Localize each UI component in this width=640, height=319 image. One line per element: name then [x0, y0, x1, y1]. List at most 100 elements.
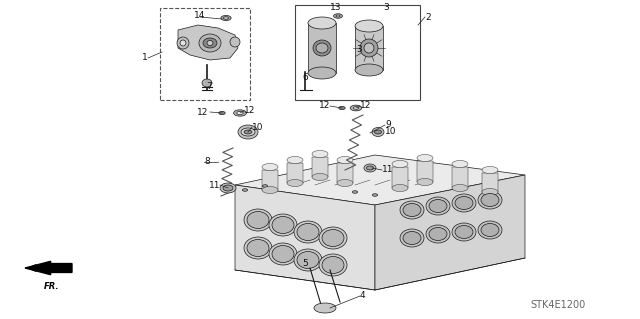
Circle shape: [336, 15, 340, 17]
Circle shape: [339, 107, 345, 110]
Polygon shape: [355, 26, 383, 70]
Text: 9: 9: [385, 121, 391, 130]
Polygon shape: [452, 167, 468, 188]
Circle shape: [353, 107, 358, 109]
Ellipse shape: [199, 34, 221, 52]
Ellipse shape: [355, 20, 383, 32]
Circle shape: [243, 189, 248, 191]
Ellipse shape: [455, 226, 473, 239]
Text: 14: 14: [194, 11, 205, 19]
Ellipse shape: [452, 184, 468, 191]
Ellipse shape: [364, 164, 376, 172]
Text: 6: 6: [302, 73, 308, 83]
Ellipse shape: [478, 191, 502, 209]
Ellipse shape: [355, 64, 383, 76]
Polygon shape: [392, 167, 408, 188]
Ellipse shape: [392, 184, 408, 191]
Circle shape: [350, 105, 362, 111]
Text: 3: 3: [383, 4, 388, 12]
Bar: [295, 5, 420, 100]
Polygon shape: [417, 161, 433, 182]
Ellipse shape: [262, 164, 278, 170]
Ellipse shape: [287, 157, 303, 164]
Circle shape: [237, 111, 243, 115]
Ellipse shape: [244, 130, 252, 134]
Polygon shape: [178, 25, 238, 60]
Ellipse shape: [374, 130, 381, 134]
Text: FR.: FR.: [44, 282, 60, 291]
Text: 11: 11: [382, 166, 394, 174]
Ellipse shape: [203, 38, 217, 48]
Ellipse shape: [262, 187, 278, 194]
Polygon shape: [337, 163, 353, 183]
Ellipse shape: [244, 237, 272, 259]
Polygon shape: [235, 155, 525, 205]
Ellipse shape: [319, 254, 347, 276]
Ellipse shape: [417, 179, 433, 186]
Ellipse shape: [452, 194, 476, 212]
Ellipse shape: [481, 194, 499, 206]
Ellipse shape: [294, 249, 322, 271]
Ellipse shape: [360, 39, 378, 57]
Ellipse shape: [482, 189, 498, 196]
Ellipse shape: [247, 211, 269, 228]
Ellipse shape: [297, 251, 319, 269]
Text: 10: 10: [385, 128, 397, 137]
Ellipse shape: [297, 224, 319, 241]
Ellipse shape: [244, 209, 272, 231]
Ellipse shape: [426, 225, 450, 243]
Ellipse shape: [308, 17, 336, 29]
Text: 1: 1: [142, 54, 148, 63]
Ellipse shape: [269, 214, 297, 236]
Ellipse shape: [308, 67, 336, 79]
Ellipse shape: [294, 221, 322, 243]
Ellipse shape: [319, 227, 347, 249]
Ellipse shape: [272, 217, 294, 234]
Ellipse shape: [241, 128, 255, 136]
Ellipse shape: [372, 128, 384, 137]
Ellipse shape: [367, 166, 374, 170]
Text: 12: 12: [196, 108, 208, 116]
Ellipse shape: [403, 232, 421, 244]
Ellipse shape: [400, 201, 424, 219]
Polygon shape: [482, 173, 498, 192]
Text: 2: 2: [425, 12, 431, 21]
Circle shape: [262, 185, 268, 187]
Polygon shape: [312, 157, 328, 177]
Circle shape: [223, 17, 228, 19]
Ellipse shape: [452, 160, 468, 167]
Ellipse shape: [337, 180, 353, 187]
Polygon shape: [262, 170, 278, 190]
Circle shape: [372, 194, 378, 196]
Text: 8: 8: [204, 158, 210, 167]
Text: 12: 12: [360, 101, 371, 110]
Ellipse shape: [417, 154, 433, 161]
Ellipse shape: [312, 151, 328, 158]
Ellipse shape: [426, 197, 450, 215]
Ellipse shape: [322, 229, 344, 247]
Circle shape: [219, 111, 225, 115]
Ellipse shape: [314, 303, 336, 313]
Text: 3: 3: [356, 46, 362, 55]
Ellipse shape: [230, 37, 240, 47]
Ellipse shape: [455, 197, 473, 210]
Circle shape: [221, 15, 231, 20]
Ellipse shape: [478, 221, 502, 239]
Circle shape: [234, 110, 246, 116]
Ellipse shape: [238, 125, 258, 139]
Polygon shape: [375, 175, 525, 290]
Ellipse shape: [223, 185, 233, 191]
Ellipse shape: [392, 160, 408, 167]
Ellipse shape: [403, 204, 421, 217]
Circle shape: [353, 191, 358, 193]
Ellipse shape: [287, 180, 303, 187]
Ellipse shape: [247, 240, 269, 256]
Text: 11: 11: [209, 181, 220, 189]
Ellipse shape: [269, 243, 297, 265]
Ellipse shape: [177, 37, 189, 49]
Circle shape: [333, 14, 342, 18]
Ellipse shape: [202, 79, 212, 87]
Polygon shape: [308, 23, 336, 73]
Ellipse shape: [429, 227, 447, 241]
Ellipse shape: [400, 229, 424, 247]
